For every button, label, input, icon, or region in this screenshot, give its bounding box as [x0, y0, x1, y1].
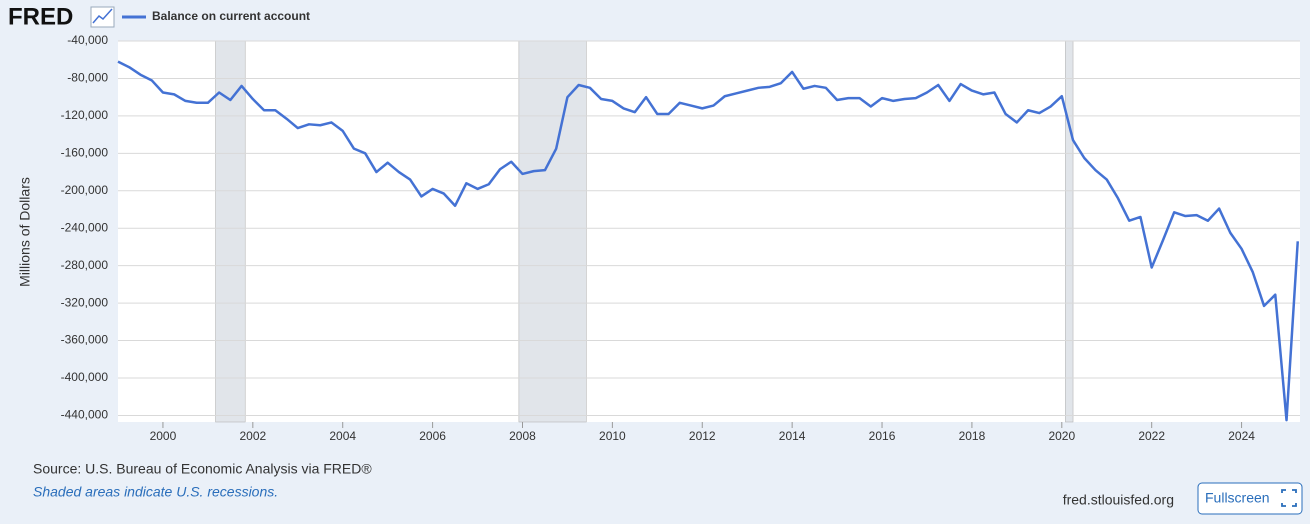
- logo: FRED: [8, 3, 73, 30]
- button-label[interactable]: Fullscreen: [1205, 490, 1270, 506]
- y-tick-label: -240,000: [61, 220, 109, 234]
- x-tick-label: 2012: [689, 429, 716, 443]
- x-tick-label: 2008: [509, 429, 536, 443]
- y-tick-label: -120,000: [61, 108, 109, 122]
- y-tick-label: -200,000: [61, 183, 109, 197]
- fullscreen-button[interactable]: Fullscreen: [1197, 482, 1303, 515]
- y-tick-label: -400,000: [61, 370, 109, 384]
- recession-shade: [1065, 40, 1074, 423]
- x-tick-label: 2010: [599, 429, 626, 443]
- site: fred.stlouisfed.org: [1063, 492, 1174, 508]
- x-tick-label: 2006: [419, 429, 446, 443]
- y-tick-label: -280,000: [61, 258, 109, 272]
- x-tick-label: 2002: [239, 429, 266, 443]
- x-tick-label: 2018: [959, 429, 986, 443]
- y-tick-label: -360,000: [61, 333, 109, 347]
- y-tick-label: -160,000: [61, 146, 109, 160]
- y-tick-label: -440,000: [61, 408, 109, 422]
- legend-label: Balance on current account: [152, 9, 310, 23]
- x-tick-label: 2024: [1228, 429, 1255, 443]
- plot-area: [118, 41, 1300, 422]
- y-tick-label: -320,000: [61, 295, 109, 309]
- x-tick-label: 2020: [1048, 429, 1075, 443]
- source: Source: U.S. Bureau of Economic Analysis…: [33, 461, 372, 477]
- recession-shade: [215, 40, 246, 423]
- y-tick-label: -80,000: [67, 71, 108, 85]
- x-tick-label: 2000: [150, 429, 177, 443]
- logo-icon: [90, 6, 115, 28]
- y-tick-label: -40,000: [67, 33, 108, 47]
- x-tick-label: 2014: [779, 429, 806, 443]
- x-tick-label: 2016: [869, 429, 896, 443]
- x-tick-label: 2022: [1138, 429, 1165, 443]
- series-line: [117, 60, 1299, 422]
- note: Shaded areas indicate U.S. recessions.: [33, 484, 278, 500]
- recession-shade: [518, 40, 587, 423]
- y-axis-label: Millions of Dollars: [17, 177, 33, 287]
- x-tick-label: 2004: [329, 429, 356, 443]
